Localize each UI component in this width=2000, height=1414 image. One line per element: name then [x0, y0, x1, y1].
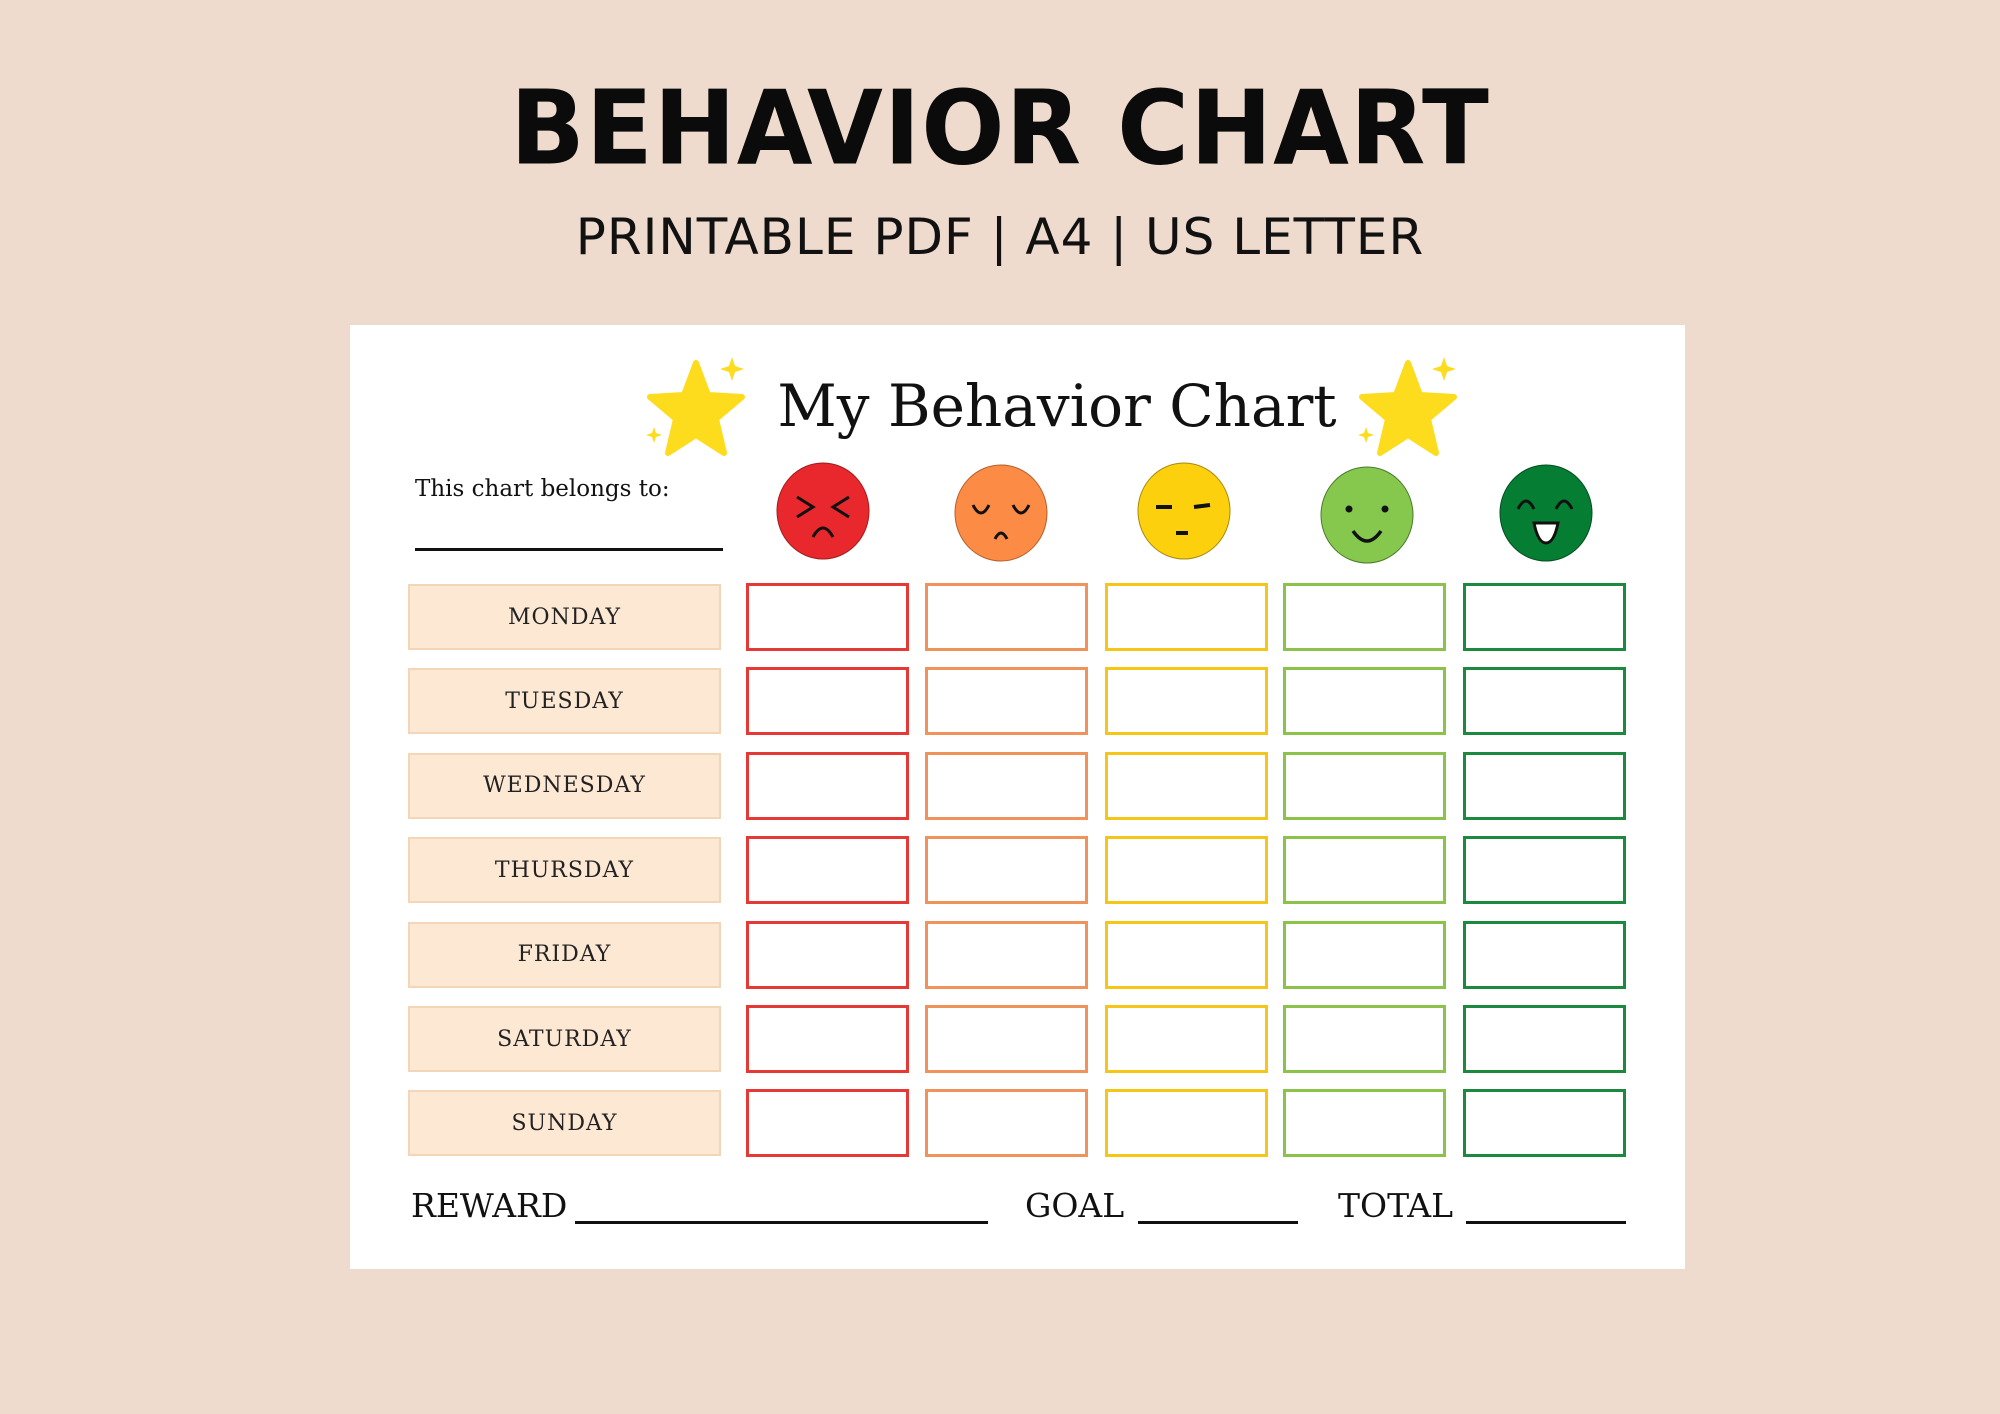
rating-box-sad[interactable] — [925, 920, 1088, 989]
owner-label: This chart belongs to: — [415, 476, 670, 502]
rating-box-happy[interactable] — [1283, 1005, 1446, 1073]
rating-box-angry[interactable] — [746, 583, 909, 651]
day-label: WEDNESDAY — [408, 752, 721, 819]
day-label: MONDAY — [408, 584, 721, 650]
day-label: SUNDAY — [408, 1090, 721, 1157]
rating-box-very-happy[interactable] — [1463, 1089, 1626, 1158]
rating-box-happy[interactable] — [1283, 667, 1446, 736]
rating-box-neutral[interactable] — [1105, 667, 1268, 736]
rating-box-neutral[interactable] — [1105, 920, 1268, 989]
goal-label: GOAL — [1025, 1186, 1125, 1225]
rating-box-happy[interactable] — [1283, 836, 1446, 905]
rating-box-sad[interactable] — [925, 583, 1088, 651]
rating-box-neutral[interactable] — [1105, 583, 1268, 651]
page-subtitle: PRINTABLE PDF | A4 | US LETTER — [575, 208, 1425, 266]
day-label: FRIDAY — [408, 921, 721, 988]
rating-box-happy[interactable] — [1283, 1089, 1446, 1158]
sad-face-icon — [954, 464, 1048, 562]
rating-box-sad[interactable] — [925, 751, 1088, 820]
day-label: THURSDAY — [408, 837, 721, 904]
rating-box-angry[interactable] — [746, 1005, 909, 1073]
rating-box-sad[interactable] — [925, 836, 1088, 905]
day-label: SATURDAY — [408, 1006, 721, 1072]
reward-label: REWARD — [411, 1186, 568, 1225]
reward-line[interactable] — [575, 1221, 988, 1224]
rating-box-angry[interactable] — [746, 920, 909, 989]
rating-box-happy[interactable] — [1283, 920, 1446, 989]
rating-box-very-happy[interactable] — [1463, 667, 1626, 736]
total-label: TOTAL — [1338, 1186, 1454, 1225]
rating-box-neutral[interactable] — [1105, 751, 1268, 820]
owner-name-line[interactable] — [415, 548, 723, 551]
rating-box-angry[interactable] — [746, 1089, 909, 1158]
rating-box-angry[interactable] — [746, 667, 909, 736]
rating-box-neutral[interactable] — [1105, 1005, 1268, 1073]
rating-box-happy[interactable] — [1283, 751, 1446, 820]
angry-face-icon — [776, 462, 870, 560]
rating-box-very-happy[interactable] — [1463, 920, 1626, 989]
page-title: BEHAVIOR CHART — [510, 69, 1490, 189]
rating-box-neutral[interactable] — [1105, 836, 1268, 905]
goal-line[interactable] — [1138, 1221, 1298, 1224]
rating-box-angry[interactable] — [746, 836, 909, 905]
very-happy-face-icon — [1499, 464, 1593, 562]
rating-box-very-happy[interactable] — [1463, 1005, 1626, 1073]
rating-box-happy[interactable] — [1283, 583, 1446, 651]
rating-box-neutral[interactable] — [1105, 1089, 1268, 1158]
rating-box-sad[interactable] — [925, 667, 1088, 736]
rating-box-very-happy[interactable] — [1463, 583, 1626, 651]
total-line[interactable] — [1466, 1221, 1626, 1224]
happy-face-icon — [1320, 466, 1414, 564]
rating-box-very-happy[interactable] — [1463, 836, 1626, 905]
star-icon — [1358, 357, 1457, 456]
day-label: TUESDAY — [408, 668, 721, 735]
neutral-face-icon — [1137, 462, 1231, 560]
star-icon — [646, 357, 745, 456]
rating-box-sad[interactable] — [925, 1089, 1088, 1158]
rating-box-very-happy[interactable] — [1463, 751, 1626, 820]
chart-title: My Behavior Chart — [777, 372, 1337, 440]
rating-box-angry[interactable] — [746, 751, 909, 820]
rating-box-sad[interactable] — [925, 1005, 1088, 1073]
